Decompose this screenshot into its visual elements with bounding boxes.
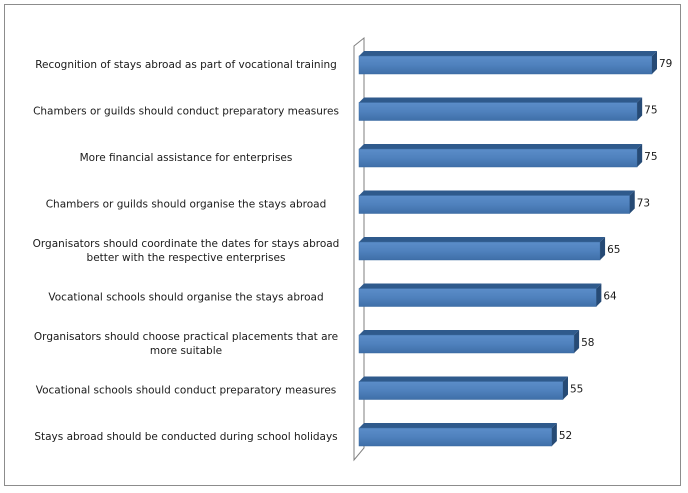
bar-1 <box>358 51 657 75</box>
data-label: 79 <box>659 58 672 70</box>
data-label: 52 <box>559 430 572 442</box>
data-label: 65 <box>607 244 620 256</box>
bar-front-face <box>358 241 601 261</box>
bar-6 <box>358 283 602 307</box>
bar-top-face <box>359 330 580 335</box>
bar-4 <box>358 190 635 214</box>
category-label: Stays abroad should be conducted during … <box>34 431 337 443</box>
bar-front-face <box>358 55 653 75</box>
data-label: 75 <box>644 105 657 117</box>
bar-9 <box>358 423 557 447</box>
data-label: 64 <box>603 291 617 303</box>
bar-2 <box>358 97 643 121</box>
bar-side-face <box>596 283 602 307</box>
bar-front-face <box>358 334 575 354</box>
bar-top-face <box>359 51 657 56</box>
category-label: More financial assistance for enterprise… <box>80 152 293 164</box>
bar-side-face <box>562 376 568 400</box>
value-labels: 79 75 75 73 65 64 58 55 52 <box>559 58 673 442</box>
bar-side-face <box>629 190 635 214</box>
bar-front-face <box>358 288 597 307</box>
data-label: 73 <box>637 198 650 210</box>
bar-top-face <box>359 376 568 382</box>
category-label: Vocational schools should conduct prepar… <box>36 385 337 397</box>
bar-side-face <box>637 97 643 121</box>
bar-front-face <box>358 102 638 121</box>
bar-front-face <box>358 381 564 400</box>
category-label: Chambers or guilds should organise the s… <box>46 199 327 211</box>
category-label: Vocational schools should organise the s… <box>48 292 323 304</box>
bar-front-face <box>358 195 630 214</box>
bar-7 <box>358 330 580 354</box>
data-label: 55 <box>570 384 583 396</box>
bar-side-face <box>551 423 557 446</box>
category-label: Organisators should choose practical pla… <box>34 331 338 357</box>
bar-top-face <box>359 237 606 242</box>
bar-side-face <box>574 330 580 353</box>
bars-group <box>358 51 657 447</box>
data-label: 75 <box>644 151 657 163</box>
category-label: Chambers or guilds should conduct prepar… <box>33 106 339 118</box>
bar-side-face <box>600 237 606 260</box>
bar-5 <box>358 237 606 261</box>
bar-8 <box>358 376 568 400</box>
bar-top-face <box>359 144 643 149</box>
category-label: Recognition of stays abroad as part of v… <box>35 59 337 71</box>
bar-top-face <box>359 283 602 289</box>
bar-front-face <box>358 427 553 447</box>
bar-front-face <box>358 148 638 168</box>
bar-side-face <box>637 144 643 167</box>
bar-side-face <box>652 51 657 74</box>
category-labels: Recognition of stays abroad as part of v… <box>33 59 340 443</box>
bar-top-face <box>359 190 635 196</box>
bar-top-face <box>359 97 643 103</box>
data-label: 58 <box>581 337 594 349</box>
bar-top-face <box>359 423 557 428</box>
category-label: Organisators should coordinate the dates… <box>33 238 340 264</box>
bar-3 <box>358 144 643 168</box>
